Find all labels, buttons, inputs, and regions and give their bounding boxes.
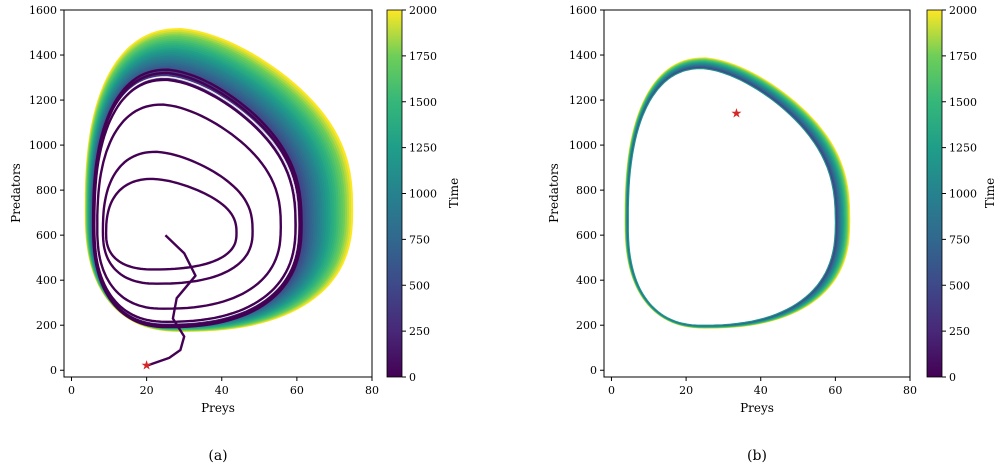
y-tick-label: 400 [576,274,597,287]
colorbar-b [926,9,943,378]
x-tick-label: 0 [68,384,75,397]
x-tick-label: 80 [903,384,917,397]
spiral-loop [101,150,254,285]
trajectory-interior [628,68,836,326]
x-tick-label: 80 [365,384,379,397]
colorbar-tick-label: 1000 [949,188,977,201]
y-axis-label-b: Predators [547,163,561,223]
y-tick-label: 1400 [569,49,597,62]
y-tick-label: 800 [576,184,597,197]
y-tick-label: 600 [576,229,597,242]
colorbar-tick-label: 250 [409,325,430,338]
colorbar-a [386,9,403,378]
x-tick-label: 0 [608,384,615,397]
colorbar-tick-label: 1250 [409,142,437,155]
y-tick-label: 800 [36,184,57,197]
colorbar-tick-label: 0 [949,371,956,384]
x-axis-label-b: Preys [740,401,774,415]
start-marker: ★ [141,359,153,374]
colorbar-tick-label: 2000 [409,4,437,17]
y-tick-label: 1000 [569,139,597,152]
start-marker: ★ [731,107,743,122]
x-tick-label: 40 [754,384,768,397]
y-tick-label: 1200 [29,94,57,107]
trajectory-start-segment [146,234,197,367]
panel-a: ★ 0 20 40 60 8002004006008001000120014001600… [9,4,461,464]
caption-b: (b) [747,448,767,464]
x-tick-label: 20 [679,384,693,397]
plot-area-a: ★ [84,28,354,374]
x-tick-label: 40 [215,384,229,397]
y-tick-label: 1200 [569,94,597,107]
colorbar-tick-label: 1500 [949,96,977,109]
spiral-loop [104,177,238,271]
axes-frame-b [603,9,911,378]
spiral-loop [91,68,303,329]
x-axis-label-a: Preys [201,401,235,415]
colorbar-label-b: Time [983,178,997,208]
plot-area-b: ★ [624,57,851,329]
y-tick-label: 200 [576,319,597,332]
caption-a: (a) [208,448,227,464]
y-axis-label-a: Predators [9,163,23,223]
x-tick-label: 60 [828,384,842,397]
y-tick-label: 1000 [29,139,57,152]
y-tick-label: 0 [590,364,597,377]
limit-cycle-line [627,67,837,326]
colorbar-tick-label: 2000 [949,4,977,17]
colorbar-tick-label: 750 [409,233,430,246]
colorbar-tick-label: 500 [409,279,430,292]
y-tick-label: 1600 [29,4,57,17]
y-tick-label: 200 [36,319,57,332]
colorbar-ticks-a: 0 250 500 750 1000 1250 1500 1750 2000 [402,4,437,384]
y-tick-label: 400 [36,274,57,287]
panel-b: ★ 0 20 40 60 8002004006008001000120014001600… [547,4,997,464]
colorbar-tick-label: 0 [409,371,416,384]
x-tick-label: 60 [290,384,304,397]
axes-frame-a [63,9,373,378]
y-tick-label: 1600 [569,4,597,17]
colorbar-tick-label: 750 [949,233,970,246]
colorbar-tick-label: 250 [949,325,970,338]
spiral-loop [96,103,283,310]
colorbar-tick-label: 1500 [409,96,437,109]
colorbar-tick-label: 1000 [409,188,437,201]
y-tick-label: 0 [50,364,57,377]
y-tick-label: 600 [36,229,57,242]
colorbar-tick-label: 1750 [949,50,977,63]
colorbar-tick-label: 1750 [409,50,437,63]
trajectory-interior [94,79,296,323]
y-tick-label: 1400 [29,49,57,62]
colorbar-label-a: Time [447,178,461,208]
x-tick-label: 20 [140,384,154,397]
colorbar-ticks-b: 0 250 500 750 1000 1250 1500 1750 2000 [942,4,977,384]
colorbar-tick-label: 500 [949,279,970,292]
colorbar-tick-label: 1250 [949,142,977,155]
